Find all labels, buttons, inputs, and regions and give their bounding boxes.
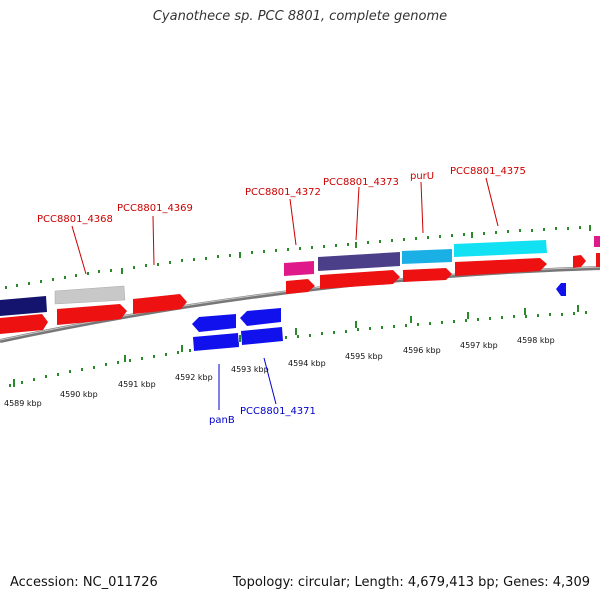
kbp-label: 4598 kbp xyxy=(517,336,555,345)
cds-blue[interactable] xyxy=(192,314,236,332)
bottom-gene-labels: panB PCC8801_4371 xyxy=(209,406,316,426)
gene-label[interactable]: PCC8801_4368 xyxy=(37,214,113,225)
kbp-label: 4591 kbp xyxy=(118,380,156,389)
top-gene-labels: PCC8801_4368 PCC8801_4369 PCC8801_4372 P… xyxy=(37,166,526,225)
kbp-label: 4597 kbp xyxy=(460,341,498,350)
feature-cyan[interactable] xyxy=(454,240,547,257)
kbp-label: 4593 kbp xyxy=(231,365,269,374)
forward-cds-track xyxy=(0,253,600,334)
cds-red[interactable] xyxy=(286,279,315,294)
cds-red[interactable] xyxy=(596,253,600,267)
cds-red[interactable] xyxy=(573,255,586,268)
gene-label[interactable]: PCC8801_4372 xyxy=(245,187,321,198)
kbp-label: 4589 kbp xyxy=(4,399,42,408)
gene-label[interactable]: panB xyxy=(209,415,235,426)
feature-skyblue[interactable] xyxy=(402,249,452,264)
cds-blue[interactable] xyxy=(556,283,566,296)
feature-track xyxy=(0,236,600,316)
backbone-arc xyxy=(0,266,600,343)
feature-magenta[interactable] xyxy=(284,261,314,276)
gene-label[interactable]: PCC8801_4373 xyxy=(323,177,399,188)
kbp-label: 4594 kbp xyxy=(288,359,326,368)
cds-red[interactable] xyxy=(320,270,400,289)
kbp-label: 4592 kbp xyxy=(175,373,213,382)
kbp-label: 4590 kbp xyxy=(60,390,98,399)
cds-red[interactable] xyxy=(57,304,127,325)
feature-navy[interactable] xyxy=(0,296,47,316)
cds-red[interactable] xyxy=(133,294,187,314)
gene-label[interactable]: purU xyxy=(410,171,434,182)
accession-text: Accession: NC_011726 xyxy=(10,575,158,590)
gene-label[interactable]: PCC8801_4371 xyxy=(240,406,316,417)
cds-red[interactable] xyxy=(403,268,452,282)
cds-blue[interactable] xyxy=(193,333,239,351)
cds-blue[interactable] xyxy=(241,327,283,345)
bottom-label-connectors xyxy=(218,357,277,410)
gene-label[interactable]: PCC8801_4369 xyxy=(117,203,193,214)
gene-label[interactable]: PCC8801_4375 xyxy=(450,166,526,177)
kbp-label: 4595 kbp xyxy=(345,352,383,361)
cds-blue[interactable] xyxy=(240,308,281,326)
map-title: Cyanothece sp. PCC 8801, complete genome xyxy=(152,9,448,24)
kbp-labels: 4589 kbp 4590 kbp 4591 kbp 4592 kbp 4593… xyxy=(4,336,555,408)
top-label-connectors xyxy=(71,177,499,275)
cds-red[interactable] xyxy=(455,258,547,276)
feature-magenta-right[interactable] xyxy=(594,236,600,247)
reverse-cds-track xyxy=(192,283,566,351)
kbp-label: 4596 kbp xyxy=(403,346,441,355)
feature-slateblue[interactable] xyxy=(318,252,400,271)
feature-gray[interactable] xyxy=(54,285,126,305)
cds-red[interactable] xyxy=(0,314,48,334)
outer-ticks xyxy=(5,225,591,289)
topology-summary: Topology: circular; Length: 4,679,413 bp… xyxy=(232,575,590,590)
